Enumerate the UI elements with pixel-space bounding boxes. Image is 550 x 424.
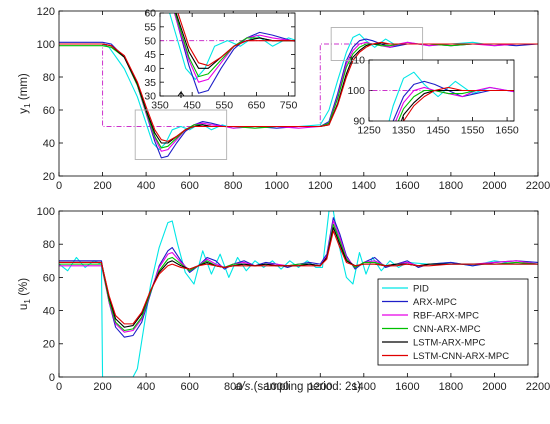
series-lstm-cnn-arx-mpc-line bbox=[402, 86, 514, 121]
bottom-y-tick-label: 100 bbox=[37, 206, 55, 218]
clip-inset-2-lines bbox=[369, 71, 514, 121]
inset-2-x-tick-label: 1250 bbox=[357, 125, 381, 137]
inset-2-x-tick-label: 1550 bbox=[461, 125, 485, 137]
top-y-axis-label: y1 (mm) bbox=[18, 73, 32, 114]
bottom-y-tick-label: 0 bbox=[49, 372, 55, 384]
inset-2-frame bbox=[368, 59, 515, 122]
bottom-frame bbox=[58, 210, 539, 378]
top-x-tick-label: 200 bbox=[93, 180, 111, 192]
series-lstm-cnn-arx-mpc-line bbox=[177, 13, 295, 67]
inset-1-x-tick-label: 650 bbox=[248, 100, 266, 112]
bottom-x-tick-label: 600 bbox=[180, 381, 198, 393]
bottom-panel: 0 200 400 600 800 1000 1200 1400 1600 1800 2000 220… bbox=[18, 206, 550, 393]
inset-1-frame bbox=[159, 12, 296, 97]
series-lstm-arx-mpc-line bbox=[175, 13, 295, 69]
top-y-axis-label-unit: (mm) bbox=[18, 73, 30, 103]
series-rbf-arx-mpc-line bbox=[395, 86, 514, 121]
bottom-x-tick-label: 800 bbox=[224, 381, 242, 393]
clip-top-lines bbox=[59, 33, 538, 159]
top-frame bbox=[58, 10, 539, 177]
top-x-tick-label: 600 bbox=[180, 180, 198, 192]
bottom-x-tick-label: 400 bbox=[137, 381, 155, 393]
bottom-x-tick-label: 200 bbox=[93, 381, 111, 393]
inset-2-y-tick-label: 100 bbox=[347, 85, 365, 97]
top-x-tick-label: 800 bbox=[224, 180, 242, 192]
top-y-axis-label-var: y bbox=[18, 108, 30, 114]
bottom-x-tick-label: 2200 bbox=[526, 381, 550, 393]
inset-1-x-tick-label: 450 bbox=[183, 100, 201, 112]
series-cnn-arx-mpc-line bbox=[174, 13, 295, 78]
inset-1-x-tick-label: 350 bbox=[151, 100, 169, 112]
top-x-tick-label: 2200 bbox=[526, 180, 550, 192]
top-y-tick-label: 120 bbox=[37, 6, 55, 18]
top-x-tick-label: 2000 bbox=[482, 180, 506, 192]
top-x-tick-label: 1600 bbox=[395, 180, 419, 192]
clip-inset-1-lines bbox=[160, 13, 295, 94]
bottom-x-tick-label: 0 bbox=[56, 381, 62, 393]
top-x-tick-label: 1400 bbox=[352, 180, 376, 192]
top-y-tick-label: 80 bbox=[43, 72, 55, 84]
legend-box bbox=[377, 278, 529, 366]
zoom-source-box-1 bbox=[134, 109, 228, 160]
top-x-tick-label: 1000 bbox=[264, 180, 288, 192]
series-lstm-cnn-arx-mpc-line bbox=[59, 41, 538, 142]
bottom-x-tick-label: 1200 bbox=[308, 381, 332, 393]
zoom-arrow-1 bbox=[177, 90, 185, 98]
bottom-y-axis-label-var: u bbox=[18, 304, 30, 310]
top-y-tick-label: 20 bbox=[43, 171, 55, 183]
bottom-y-tick-label: 20 bbox=[43, 339, 55, 351]
inset-1-y-tick-label: 35 bbox=[144, 77, 156, 89]
inset-1-y-tick-label: 30 bbox=[144, 91, 156, 103]
inset-2-x-tick-label: 1350 bbox=[392, 125, 416, 137]
inset-2-x-tick-label: 1650 bbox=[495, 125, 519, 137]
inset-1-y-tick-label: 50 bbox=[144, 35, 156, 47]
bottom-y-tick-label: 80 bbox=[43, 239, 55, 251]
top-y-tick-label: 40 bbox=[43, 138, 55, 150]
clip-bottom-lines bbox=[59, 211, 538, 377]
series-rbf-arx-mpc-line bbox=[173, 13, 295, 83]
inset-2-y-tick-label: 90 bbox=[353, 116, 365, 128]
top-x-tick-label: 0 bbox=[56, 180, 62, 192]
top-x-tick-label: 1800 bbox=[439, 180, 463, 192]
bottom-y-axis-label: u1 (%) bbox=[18, 278, 32, 310]
inset-1-y-tick-label: 55 bbox=[144, 22, 156, 34]
top-y-tick-label: 60 bbox=[43, 105, 55, 117]
legend-label-lstm-cnn-arx-mpc: LSTM-CNN-ARX-MPC bbox=[413, 351, 509, 362]
inset-1-y-tick-label: 45 bbox=[144, 49, 156, 61]
bottom-x-tick-label: 1400 bbox=[352, 381, 376, 393]
bottom-x-tick-label: 1800 bbox=[439, 381, 463, 393]
bottom-y-tick-label: 60 bbox=[43, 272, 55, 284]
series-lstm-cnn-arx-mpc-line bbox=[59, 230, 538, 325]
series-arx-mpc-line bbox=[59, 217, 538, 338]
top-x-tick-label: 400 bbox=[137, 180, 155, 192]
bottom-y-axis-label-unit: (%) bbox=[18, 278, 30, 299]
inset-1-y-tick-label: 60 bbox=[144, 8, 156, 20]
inset-1-x-tick-label: 750 bbox=[280, 100, 298, 112]
bottom-x-tick-label: 1000 bbox=[264, 381, 288, 393]
bottom-y-axis-label-sub: 1 bbox=[22, 299, 32, 304]
x-axis-label: a/s.(sampling period: 2s) bbox=[235, 381, 361, 393]
bottom-x-tick-label: 1600 bbox=[395, 381, 419, 393]
inset-2-x-tick-label: 1450 bbox=[426, 125, 450, 137]
bottom-y-tick-label: 40 bbox=[43, 305, 55, 317]
top-y-axis-label-sub: 1 bbox=[22, 103, 32, 108]
inset-1-y-tick-label: 40 bbox=[144, 63, 156, 75]
zoom-inset-2: 1250 1350 1450 1550 1650 90 100 110 bbox=[347, 55, 519, 137]
legend-label-rbf-arx-mpc: RBF-ARX-MPC bbox=[413, 311, 479, 322]
inset-1-x-tick-label: 550 bbox=[216, 100, 234, 112]
bottom-x-tick-label: 2000 bbox=[482, 381, 506, 393]
legend-label-pid: PID bbox=[413, 284, 429, 295]
top-y-tick-label: 100 bbox=[37, 39, 55, 51]
legend-label-lstm-arx-mpc: LSTM-ARX-MPC bbox=[413, 338, 485, 349]
top-x-tick-label: 1200 bbox=[308, 180, 332, 192]
series-pid-line bbox=[169, 13, 295, 80]
legend-label-cnn-arx-mpc: CNN-ARX-MPC bbox=[413, 324, 481, 335]
legend-label-arx-mpc: ARX-MPC bbox=[413, 297, 457, 308]
inset-2-y-tick-label: 110 bbox=[348, 55, 365, 67]
top-panel: 0 200 400 600 800 1000 1200 1400 1600 1800 2000 220… bbox=[18, 6, 550, 192]
